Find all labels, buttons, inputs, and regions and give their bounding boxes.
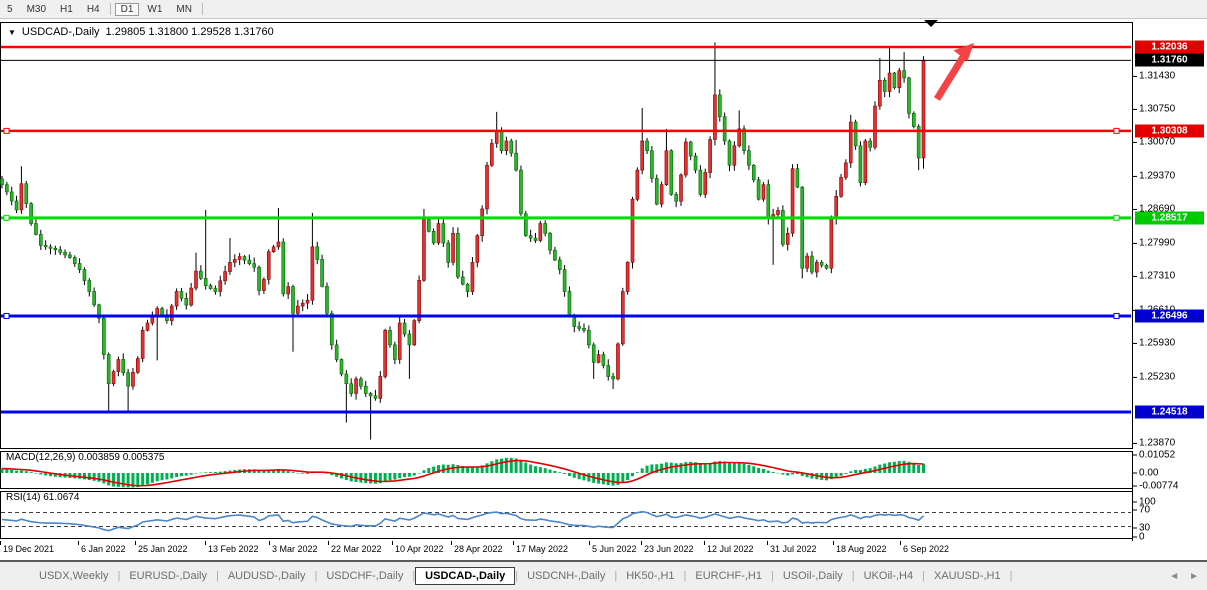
timeframe-button-D1[interactable]: D1 [114,2,140,16]
date-tick-label: 5 Jun 2022 [592,544,637,554]
price-tick-label: 1.30070 [1139,136,1176,148]
trend-arrow-head [953,43,974,61]
date-tick-label: 25 Jan 2022 [138,544,188,554]
price-badge-1.24518: 1.24518 [1135,405,1204,419]
tab-separator: | [215,570,219,582]
date-tick-label: 3 Mar 2022 [272,544,318,554]
tab-separator: | [770,570,774,582]
chart-ohlc-values: 1.29805 1.31800 1.29528 1.31760 [105,26,274,38]
symbol-dropdown-icon[interactable]: ▼ [8,27,16,37]
tab-separator: | [117,570,121,582]
hline-handle[interactable] [3,312,10,319]
tab-usdchf-daily[interactable]: USDCHF-,Daily [326,570,404,582]
price-tick-label: 1.25930 [1139,337,1176,349]
tab-scroll-arrows: ◄ ► [1169,571,1199,582]
tab-eurusd-daily[interactable]: EURUSD-,Daily [129,570,207,582]
macd-tick-label: 0.00 [1139,467,1159,479]
date-tick-label: 6 Jan 2022 [81,544,126,554]
timeframe-button-M30[interactable]: M30 [26,3,47,15]
price-tick-label: 1.25230 [1139,371,1176,383]
date-tick-label: 6 Sep 2022 [903,544,950,554]
tab-separator: | [922,570,925,582]
macd-signal-line [1,459,924,487]
macd-tick-label: 0.01052 [1139,449,1176,461]
macd-values: 0.003859 0.005375 [78,452,165,463]
hline-handle[interactable] [3,127,10,134]
hline-handle[interactable] [1113,312,1120,319]
price-badge-1.28517: 1.28517 [1135,211,1204,225]
date-tick-label: 13 Feb 2022 [208,544,259,554]
date-tick-label: 12 Jul 2022 [707,544,754,554]
tab-separator: | [515,570,519,582]
price-tick-label: 1.23870 [1139,437,1176,449]
date-tick-label: 19 Dec 2021 [3,544,55,554]
hline-handle[interactable] [1113,127,1120,134]
rsi-panel-frame [0,491,1133,539]
timeframe-button-W1[interactable]: W1 [147,3,163,15]
timeframe-button-H4[interactable]: H4 [86,3,100,15]
date-tick-label: 23 Jun 2022 [644,544,694,554]
tab-ukoil-h4[interactable]: UKOil-,H4 [863,570,914,582]
trend-arrow-annotation[interactable] [934,55,966,101]
rsi-tick-label: 70 [1139,504,1151,516]
date-tick-label: 17 May 2022 [516,544,569,554]
rsi-line [1,510,925,532]
rsi-value: 61.0674 [43,492,80,503]
tab-eurchf-h1[interactable]: EURCHF-,H1 [695,570,762,582]
date-tick-label: 28 Apr 2022 [454,544,503,554]
chart-symbol-label: USDCAD-,Daily [21,26,100,38]
symbol-tab-bar: USDX,Weekly | EURUSD-,Daily | AUDUSD-,Daily |… [0,560,1207,590]
timeframe-button-5[interactable]: 5 [7,3,13,15]
price-tick-label: 1.27990 [1139,237,1176,249]
price-tick-label: 1.29370 [1139,170,1176,182]
macd-tick-label: -0.00774 [1139,480,1179,492]
chart-shift-marker[interactable] [924,20,938,27]
date-tick-label: 22 Mar 2022 [331,544,382,554]
rsi-indicator-label: RSI(14) 61.0674 [6,492,80,503]
price-tick-label: 1.31430 [1139,70,1176,82]
tab-xauusd-h1[interactable]: XAUUSD-,H1 [933,570,1001,582]
tab-separator: | [683,570,687,582]
rsi-tick-label: 100 [1139,496,1156,508]
date-tick-label: 10 Apr 2022 [395,544,444,554]
tab-hk50-h1[interactable]: HK50-,H1 [626,570,675,582]
rsi-tick-label: 0 [1139,531,1145,543]
tab-separator: | [1009,570,1013,582]
hline-handle[interactable] [1113,214,1120,221]
toolbar-separator [109,3,111,15]
tab-audusd-daily[interactable]: AUDUSD-,Daily [227,570,306,582]
main-panel-frame [0,22,1133,449]
chart-title: ▼ USDCAD-,Daily 1.29805 1.31800 1.29528 … [8,26,274,38]
tab-separator: | [412,570,416,582]
tab-usdcnh-daily[interactable]: USDCNH-,Daily [527,570,606,582]
date-tick-label: 18 Aug 2022 [836,544,887,554]
price-badge-1.26496: 1.26496 [1135,309,1204,323]
tab-separator: | [314,570,318,582]
tab-separator: | [614,570,618,582]
hline-handle[interactable] [3,214,10,221]
macd-indicator-label: MACD(12,26,9) 0.003859 0.005375 [6,452,165,463]
price-badge-1.31760: 1.31760 [1135,53,1204,67]
tab-usoil-daily[interactable]: USOil-,Daily [782,570,843,582]
timeframe-button-MN[interactable]: MN [176,3,192,15]
tab-separator: | [851,570,855,582]
tab-usdcad-daily[interactable]: USDCAD-,Daily [415,567,516,585]
toolbar-separator [201,3,203,15]
price-tick-label: 1.28690 [1139,203,1176,215]
date-tick-label: 31 Jul 2022 [770,544,817,554]
tab-scroll-right-icon[interactable]: ► [1189,570,1199,582]
tab-usdx-weekly[interactable]: USDX,Weekly [39,570,109,582]
timeframe-toolbar: 5 M30 H1 H4 D1 W1 MN [0,0,1207,19]
rsi-tick-label: 30 [1139,522,1151,534]
tab-scroll-left-icon[interactable]: ◄ [1169,570,1180,582]
timeframe-button-H1[interactable]: H1 [60,3,73,15]
price-badge-1.30308: 1.30308 [1135,124,1204,138]
price-tick-label: 1.30750 [1139,103,1176,115]
price-badge-1.32036: 1.32036 [1135,40,1204,54]
price-tick-label: 1.27310 [1139,270,1176,282]
candlestick-series [0,42,926,440]
